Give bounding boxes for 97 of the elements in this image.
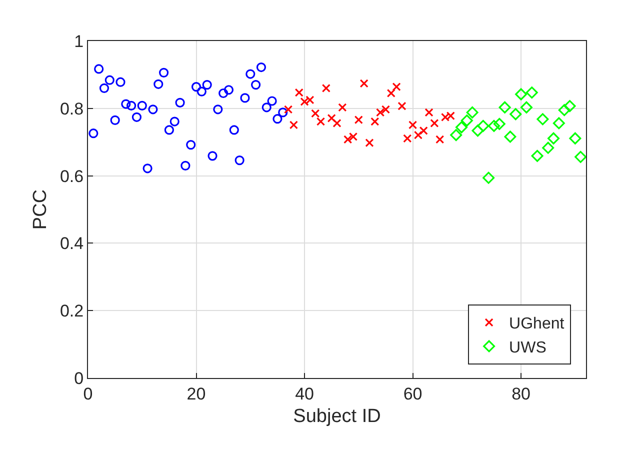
point <box>251 80 261 90</box>
legend-label: UGhent <box>509 316 565 333</box>
point <box>327 114 336 122</box>
point <box>414 130 422 140</box>
point <box>278 108 288 118</box>
point <box>498 101 511 114</box>
x-tick-label: 40 <box>295 384 314 404</box>
point <box>424 108 434 117</box>
point <box>224 85 234 95</box>
point <box>208 151 218 161</box>
point <box>430 118 439 128</box>
point <box>488 120 500 132</box>
point <box>574 150 586 163</box>
point <box>116 77 126 87</box>
point <box>408 120 418 130</box>
y-tick-label: 0.6 <box>60 166 84 186</box>
point <box>569 132 582 144</box>
point <box>170 116 180 126</box>
point <box>142 164 152 174</box>
point <box>132 112 142 122</box>
point <box>191 82 202 92</box>
x-axis-title: Subject ID <box>293 406 381 428</box>
point <box>256 62 266 72</box>
point <box>436 135 444 144</box>
point <box>338 103 347 112</box>
point <box>360 79 368 88</box>
point <box>202 80 212 90</box>
point <box>284 105 293 114</box>
point <box>542 142 554 154</box>
point <box>504 130 516 143</box>
point <box>218 88 228 98</box>
point <box>526 86 538 99</box>
point <box>316 117 326 126</box>
point <box>110 115 120 125</box>
point <box>392 82 401 92</box>
x-tick-label: 80 <box>512 384 530 404</box>
point <box>466 106 478 118</box>
point <box>531 150 544 162</box>
point <box>386 88 396 98</box>
y-axis-title: PCC <box>30 189 51 230</box>
point <box>229 125 239 135</box>
y-tick-label: 0 <box>74 368 84 388</box>
point <box>365 138 374 148</box>
y-tick-label: 0.8 <box>60 99 84 118</box>
y-tick-label: 0.2 <box>60 302 84 321</box>
point <box>520 101 532 114</box>
point <box>262 102 272 112</box>
point <box>515 88 528 100</box>
point <box>311 109 320 118</box>
point <box>370 117 380 126</box>
point <box>104 75 114 85</box>
point <box>196 86 206 96</box>
point <box>186 140 196 150</box>
point <box>510 108 522 120</box>
point <box>564 100 576 112</box>
point <box>246 69 256 79</box>
point <box>154 79 164 89</box>
point <box>419 126 428 135</box>
point <box>354 116 363 124</box>
point <box>294 88 304 97</box>
point <box>164 125 174 135</box>
legend-label: UWS <box>509 339 546 356</box>
point <box>180 160 190 170</box>
point <box>552 117 565 130</box>
point <box>493 118 506 130</box>
point <box>148 104 158 114</box>
point <box>240 93 250 103</box>
point <box>175 98 185 108</box>
point <box>456 121 468 134</box>
point <box>477 120 490 132</box>
point <box>289 120 298 130</box>
point <box>482 172 495 184</box>
point <box>472 124 484 137</box>
y-tick-label: 1 <box>74 32 84 51</box>
point <box>267 96 277 106</box>
point <box>234 156 244 166</box>
point <box>548 132 560 144</box>
point <box>126 100 136 110</box>
y-tick-label: 0.4 <box>60 234 84 254</box>
point <box>121 99 131 109</box>
x-tick-label: 60 <box>403 384 422 404</box>
point <box>94 64 104 74</box>
point <box>137 100 147 110</box>
point <box>450 129 462 142</box>
point <box>558 104 570 116</box>
point <box>99 83 110 93</box>
point <box>460 114 473 127</box>
point <box>158 68 169 78</box>
point <box>536 113 549 126</box>
x-tick-label: 20 <box>186 384 206 404</box>
point <box>398 102 406 110</box>
point <box>322 84 330 92</box>
point <box>213 104 223 114</box>
point <box>403 134 412 143</box>
point <box>88 128 98 138</box>
point <box>332 118 342 128</box>
point <box>272 114 282 124</box>
